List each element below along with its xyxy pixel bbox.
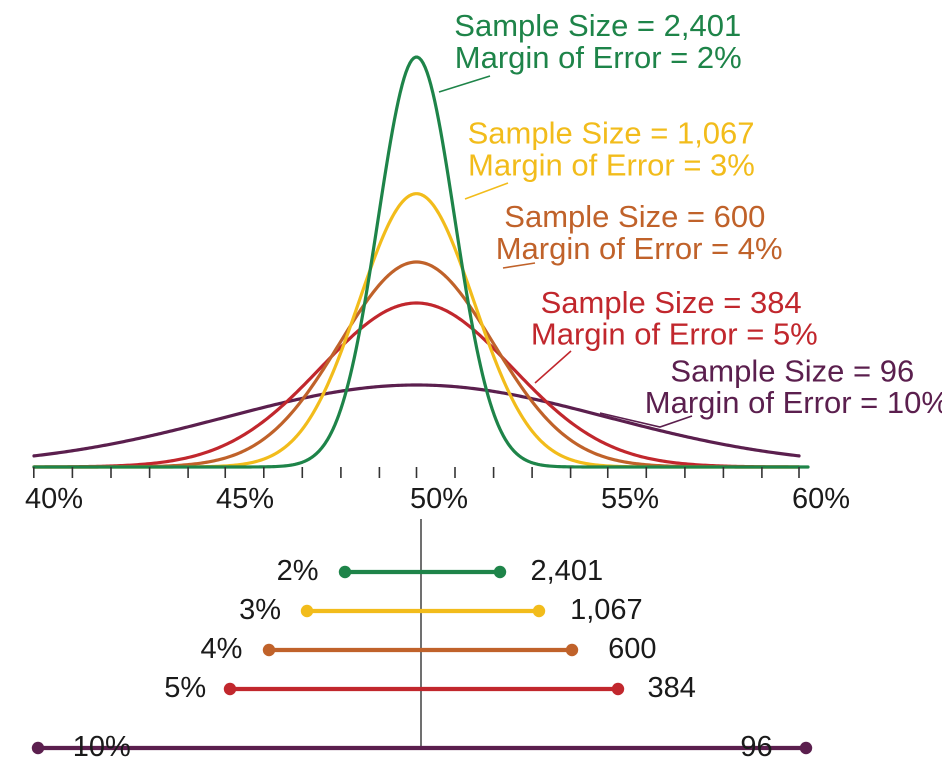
svg-text:2,401: 2,401 xyxy=(531,555,604,587)
svg-text:Sample Size = 2,401: Sample Size = 2,401 xyxy=(454,8,741,43)
svg-text:10%: 10% xyxy=(73,731,131,763)
svg-text:Sample Size = 96: Sample Size = 96 xyxy=(670,354,914,389)
svg-text:Margin of Error = 4%: Margin of Error = 4% xyxy=(496,231,783,266)
svg-text:45%: 45% xyxy=(216,483,274,515)
svg-text:Margin of Error = 10%: Margin of Error = 10% xyxy=(645,385,942,420)
svg-text:55%: 55% xyxy=(601,483,659,515)
svg-text:60%: 60% xyxy=(792,483,850,515)
svg-text:Margin of Error = 5%: Margin of Error = 5% xyxy=(531,317,818,352)
svg-text:600: 600 xyxy=(608,633,656,665)
svg-text:50%: 50% xyxy=(410,483,468,515)
svg-text:4%: 4% xyxy=(201,633,243,665)
svg-text:Margin of Error = 3%: Margin of Error = 3% xyxy=(468,147,755,182)
svg-text:Sample Size = 600: Sample Size = 600 xyxy=(504,199,765,234)
svg-text:40%: 40% xyxy=(25,483,83,515)
svg-text:Sample Size = 384: Sample Size = 384 xyxy=(541,285,802,320)
svg-text:96: 96 xyxy=(740,731,772,763)
svg-text:2%: 2% xyxy=(277,555,319,587)
svg-text:384: 384 xyxy=(648,672,696,704)
svg-text:5%: 5% xyxy=(164,672,206,704)
svg-text:Sample Size = 1,067: Sample Size = 1,067 xyxy=(468,116,755,151)
svg-text:Margin of Error = 2%: Margin of Error = 2% xyxy=(455,40,742,75)
svg-text:3%: 3% xyxy=(239,594,281,626)
svg-text:1,067: 1,067 xyxy=(570,594,643,626)
